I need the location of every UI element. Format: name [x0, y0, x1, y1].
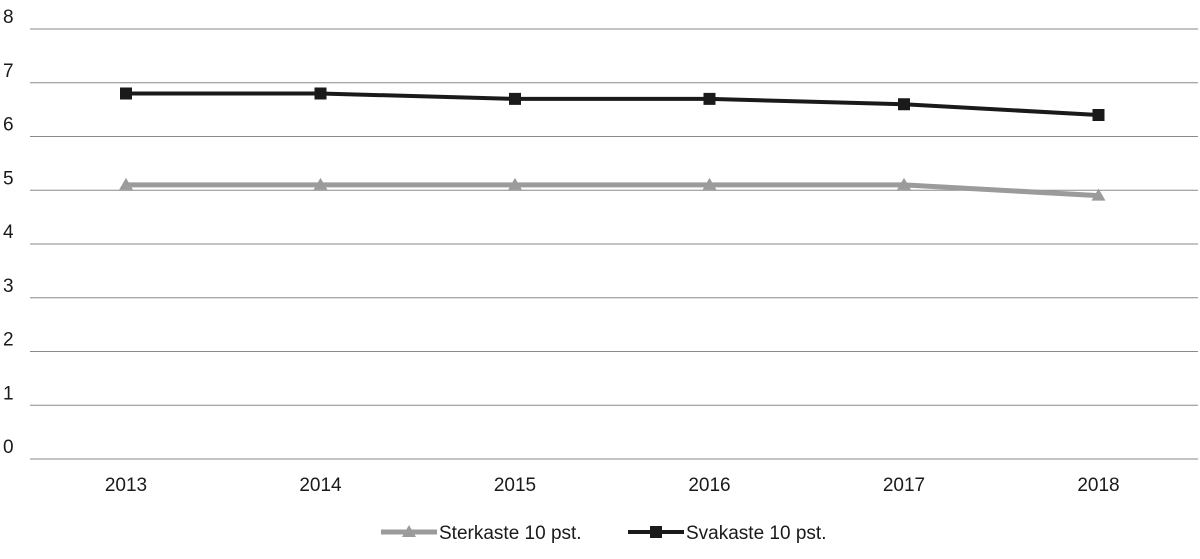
data-point-svakaste — [120, 87, 132, 100]
legend-marker — [402, 525, 416, 537]
y-tick-label: 8 — [3, 7, 14, 28]
x-tick-label: 2018 — [1077, 475, 1119, 496]
data-point-sterkaste — [897, 177, 911, 190]
y-tick-label: 4 — [3, 222, 14, 243]
y-tick-label: 6 — [3, 115, 14, 136]
grid-lines — [30, 28, 1198, 460]
data-point-sterkaste — [702, 177, 717, 190]
y-tick-label: 0 — [3, 437, 14, 458]
data-point-sterkaste — [119, 177, 133, 190]
y-axis: 0 1 2 3 4 5 6 7 8 — [3, 7, 14, 458]
y-tick-label: 3 — [3, 276, 14, 297]
y-tick-label: 7 — [3, 61, 14, 82]
x-tick-label: 2013 — [105, 475, 147, 496]
data-point-svakaste — [1092, 109, 1105, 121]
series-svakaste — [120, 87, 1105, 121]
data-point-svakaste — [509, 92, 521, 105]
data-point-sterkaste — [1091, 188, 1106, 201]
series-lines — [119, 87, 1106, 201]
x-axis: 2013 2014 2015 2016 2017 2018 — [105, 475, 1120, 496]
legend-item-sterkaste: Sterkaste 10 pst. — [381, 523, 582, 544]
y-tick-label: 2 — [3, 330, 14, 351]
legend-item-svakaste: Svakaste 10 pst. — [628, 523, 826, 544]
legend-label: Svakaste 10 pst. — [686, 523, 826, 544]
data-point-sterkaste — [313, 177, 328, 190]
y-tick-label: 5 — [3, 168, 14, 189]
y-tick-label: 1 — [3, 383, 14, 404]
series-line-sterkaste — [126, 182, 1099, 199]
data-point-svakaste — [703, 92, 716, 105]
legend-label: Sterkaste 10 pst. — [439, 523, 582, 544]
legend: Sterkaste 10 pst. Svakaste 10 pst. — [381, 523, 826, 544]
x-tick-label: 2014 — [299, 475, 342, 496]
x-tick-label: 2016 — [688, 475, 730, 496]
data-point-svakaste — [314, 87, 327, 100]
legend-marker — [650, 526, 662, 538]
data-point-sterkaste — [508, 177, 522, 190]
series-sterkaste — [119, 177, 1106, 201]
data-point-svakaste — [898, 98, 910, 111]
x-tick-label: 2015 — [494, 475, 536, 496]
x-tick-label: 2017 — [883, 475, 925, 496]
series-line-svakaste — [126, 91, 1099, 117]
